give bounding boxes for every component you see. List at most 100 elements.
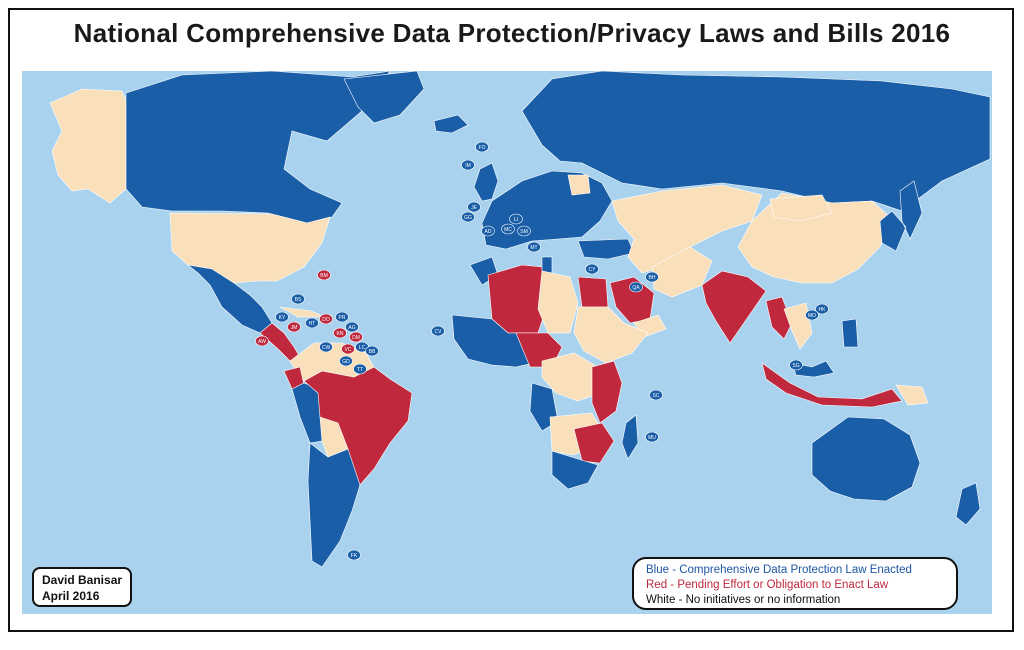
east-africa — [591, 360, 623, 424]
svg-text:MC: MC — [504, 227, 512, 233]
badge-aw: AW — [255, 335, 269, 347]
svg-text:CW: CW — [322, 345, 331, 351]
badge-ad: AD — [481, 225, 495, 237]
badge-cw: CW — [319, 341, 333, 353]
svg-text:CY: CY — [589, 267, 597, 273]
uk-ireland — [473, 162, 499, 202]
author-box: David Banisar April 2016 — [32, 567, 132, 607]
svg-text:SG: SG — [792, 363, 799, 369]
central-africa — [541, 352, 601, 402]
svg-text:IM: IM — [465, 163, 471, 169]
badge-sc: SC — [649, 389, 663, 401]
map-title: National Comprehensive Data Protection/P… — [73, 18, 951, 48]
badge-tt: TT — [353, 363, 367, 375]
svg-text:KY: KY — [279, 315, 286, 321]
belarus — [567, 174, 591, 196]
svg-text:BB: BB — [369, 349, 376, 355]
svg-text:QA: QA — [632, 285, 640, 291]
svg-text:HT: HT — [309, 321, 316, 327]
svg-text:BM: BM — [320, 273, 328, 279]
indonesia — [761, 362, 903, 408]
badge-bm: BM — [317, 269, 331, 281]
svg-text:MO: MO — [808, 313, 816, 319]
badge-gd: GD — [339, 355, 353, 367]
badge-ky: KY — [275, 311, 289, 323]
badge-fk: FK — [347, 549, 361, 561]
badge-gg: GG — [461, 211, 475, 223]
svg-text:MT: MT — [530, 245, 537, 251]
badge-jm: JM — [287, 321, 301, 333]
svg-text:PR: PR — [339, 315, 346, 321]
indochina — [783, 302, 813, 350]
svg-text:CV: CV — [435, 329, 443, 335]
svg-text:BH: BH — [649, 275, 656, 281]
svg-text:FK: FK — [351, 553, 358, 559]
papua-new-guinea — [895, 384, 929, 406]
badge-fo: FO — [475, 141, 489, 153]
iceland — [433, 114, 469, 134]
badge-qa: QA — [629, 281, 643, 293]
legend-box: Blue - Comprehensive Data Protection Law… — [632, 557, 958, 610]
scandinavia-russia — [521, 71, 991, 212]
svg-text:TT: TT — [357, 367, 363, 373]
svg-text:VC: VC — [345, 347, 352, 353]
madagascar — [621, 414, 639, 460]
badge-dm: DM — [349, 331, 363, 343]
badge-sg: SG — [789, 359, 803, 371]
south-africa — [551, 450, 599, 490]
mongolia — [769, 194, 833, 222]
badge-do: DO — [319, 313, 333, 325]
badge-cy: CY — [585, 263, 599, 275]
india — [701, 270, 767, 344]
badge-bh: BH — [645, 271, 659, 283]
badge-li: LI — [509, 213, 523, 225]
svg-text:AW: AW — [258, 339, 266, 345]
badge-sm: SM — [517, 225, 531, 237]
svg-text:DO: DO — [322, 317, 330, 323]
author-date: April 2016 — [42, 589, 100, 603]
badge-pr: PR — [335, 311, 349, 323]
alaska — [49, 88, 127, 204]
legend-blue: Blue - Comprehensive Data Protection Law… — [646, 564, 912, 576]
svg-text:AD: AD — [485, 229, 492, 235]
zimbabwe-mozambique — [573, 422, 615, 464]
badge-ht: HT — [305, 317, 319, 329]
svg-text:LI: LI — [514, 217, 518, 223]
svg-text:JE: JE — [471, 205, 478, 211]
badge-cv: CV — [431, 325, 445, 337]
author-name: David Banisar — [42, 573, 123, 587]
new-zealand — [955, 482, 981, 526]
malaysia — [791, 360, 835, 378]
badge-bb: BB — [365, 345, 379, 357]
badge-mt: MT — [527, 241, 541, 253]
svg-text:MU: MU — [648, 435, 656, 441]
badge-ag: AG — [345, 321, 359, 333]
badge-mo: MO — [805, 309, 819, 321]
svg-text:AG: AG — [348, 325, 355, 331]
svg-text:SC: SC — [653, 393, 660, 399]
svg-text:LC: LC — [359, 345, 366, 351]
canada — [125, 71, 391, 224]
svg-text:JM: JM — [291, 325, 298, 331]
svg-text:SM: SM — [520, 229, 528, 235]
badge-je: JE — [467, 201, 481, 213]
svg-text:KN: KN — [337, 331, 344, 337]
australia — [811, 416, 921, 502]
legend-red: Red - Pending Effort or Obligation to En… — [646, 579, 889, 591]
tunisia — [541, 256, 553, 274]
svg-text:BS: BS — [295, 297, 302, 303]
badge-kn: KN — [333, 327, 347, 339]
svg-text:HK: HK — [819, 307, 827, 313]
svg-text:GD: GD — [342, 359, 350, 365]
libya-chad — [537, 270, 579, 334]
southern-cone — [307, 442, 361, 568]
myanmar-thailand — [765, 296, 793, 340]
greenland — [343, 71, 425, 124]
svg-text:DM: DM — [352, 335, 360, 341]
legend-white: White - No initiatives or no information — [646, 594, 841, 606]
badge-im: IM — [461, 159, 475, 171]
badge-mc: MC — [501, 223, 515, 235]
badge-mu: MU — [645, 431, 659, 443]
